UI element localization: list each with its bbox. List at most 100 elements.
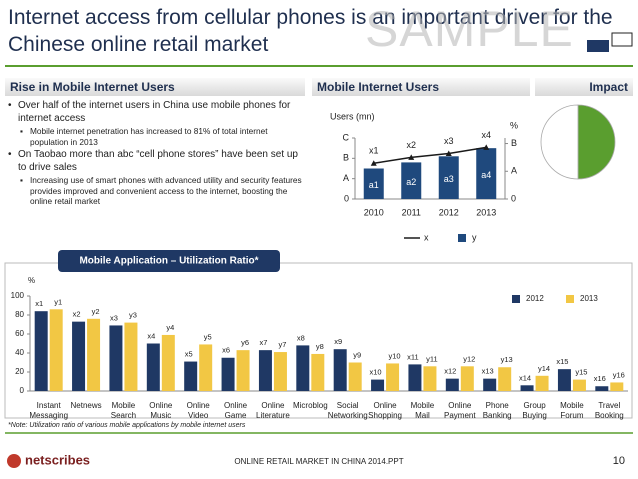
bar — [423, 366, 437, 391]
section-heading: Impact — [535, 78, 633, 96]
bar — [273, 352, 287, 391]
data-label: x1 — [35, 299, 43, 308]
footer-text: ONLINE RETAIL MARKET IN CHINA 2014.PPT — [234, 457, 403, 466]
x-tick-label: Online Music — [149, 401, 173, 420]
y-tick-label: 100 — [11, 291, 25, 300]
bar — [535, 375, 549, 391]
bar — [498, 367, 512, 391]
data-label: y3 — [129, 311, 137, 320]
y2-tick-label: B — [511, 138, 517, 148]
bar — [476, 148, 497, 199]
bar — [595, 386, 609, 391]
data-label: y7 — [278, 340, 286, 349]
data-label: y1 — [54, 297, 62, 306]
data-label: x14 — [519, 373, 531, 382]
bar — [386, 363, 400, 391]
x-tick-label: Phone Banking — [482, 401, 512, 420]
data-label: y11 — [426, 354, 438, 363]
x-tick-label: 2013 — [476, 207, 496, 217]
icon — [611, 32, 633, 47]
bar — [371, 379, 385, 391]
chart-header-box — [58, 250, 280, 272]
bar — [572, 379, 586, 391]
data-label: y13 — [501, 355, 513, 364]
legend-label: 2012 — [526, 294, 544, 303]
bar — [199, 344, 213, 391]
bar — [34, 311, 48, 391]
legend-swatch — [458, 234, 466, 242]
data-label: x3 — [444, 136, 454, 146]
page-number: 10 — [613, 455, 625, 467]
bar — [557, 369, 571, 391]
y-axis-title: % — [28, 276, 35, 285]
bar — [438, 156, 459, 199]
marker — [445, 150, 452, 157]
chart-frame — [4, 262, 633, 419]
data-label: x2 — [406, 140, 416, 150]
x-tick-label: Online Video — [186, 401, 210, 420]
title: Internet access from cellular phones is … — [8, 6, 613, 56]
data-label: y4 — [166, 323, 174, 332]
bar — [460, 366, 474, 391]
data-label: x1 — [369, 146, 379, 156]
sub-bullet: Mobile internet penetration has increase… — [8, 126, 304, 147]
bullet: Over half of the internet users in China… — [8, 100, 304, 125]
y-tick-label: B — [343, 153, 349, 163]
bar — [221, 357, 235, 391]
y-tick-label: 0 — [20, 386, 25, 395]
x-tick-label: Microblog — [292, 401, 328, 410]
legend-label: 2013 — [580, 294, 598, 303]
bar — [236, 350, 250, 391]
bar — [109, 325, 123, 391]
pie-slice — [540, 104, 579, 180]
legend-swatch — [512, 295, 520, 303]
y-tick-label: C — [343, 132, 350, 142]
marker — [370, 160, 377, 166]
bar — [124, 322, 138, 391]
y-tick-label: 60 — [15, 329, 24, 338]
data-label: y15 — [575, 368, 587, 377]
data-label: y5 — [204, 332, 212, 341]
data-label: a2 — [406, 177, 416, 187]
data-label: y16 — [613, 370, 625, 379]
data-label: x8 — [297, 333, 305, 342]
bar — [311, 353, 325, 391]
data-label: y10 — [389, 351, 401, 360]
icon — [587, 40, 609, 52]
data-label: x10 — [370, 368, 382, 377]
logo-icon — [7, 454, 21, 468]
y2-tick-label: A — [511, 166, 517, 176]
y2-axis-title: % — [510, 120, 518, 130]
data-label: y8 — [316, 342, 324, 351]
marker — [408, 154, 415, 160]
data-label: x9 — [334, 337, 342, 346]
bar — [520, 385, 534, 391]
x-tick-label: 2010 — [364, 207, 384, 217]
bar — [161, 334, 175, 391]
y-tick-label: A — [343, 173, 349, 183]
x-tick-label: Travel Booking — [594, 401, 624, 420]
x-tick-label: Mobile Search — [110, 401, 137, 420]
data-label: a4 — [481, 170, 491, 180]
data-label: y2 — [92, 307, 100, 316]
x-tick-label: Online Game — [224, 401, 248, 420]
line — [373, 146, 487, 164]
x-tick-label: Mobile Mail — [410, 401, 435, 420]
data-label: y12 — [463, 354, 475, 363]
y-tick-label: 0 — [344, 193, 349, 203]
x-tick-label: Online Payment — [444, 401, 476, 420]
bar — [483, 378, 497, 391]
data-label: x11 — [407, 352, 419, 361]
y-axis-title: Users (mn) — [330, 111, 375, 121]
bar — [258, 350, 272, 391]
pie-slice — [577, 104, 616, 180]
data-label: x5 — [185, 350, 193, 359]
x-tick-label: Group Buying — [522, 401, 547, 420]
data-label: x7 — [259, 338, 267, 347]
legend-label: x — [424, 232, 429, 242]
bar — [184, 361, 198, 391]
bullet: On Taobao more than abc “cell phone stor… — [8, 149, 304, 174]
y-tick-label: 80 — [15, 310, 24, 319]
